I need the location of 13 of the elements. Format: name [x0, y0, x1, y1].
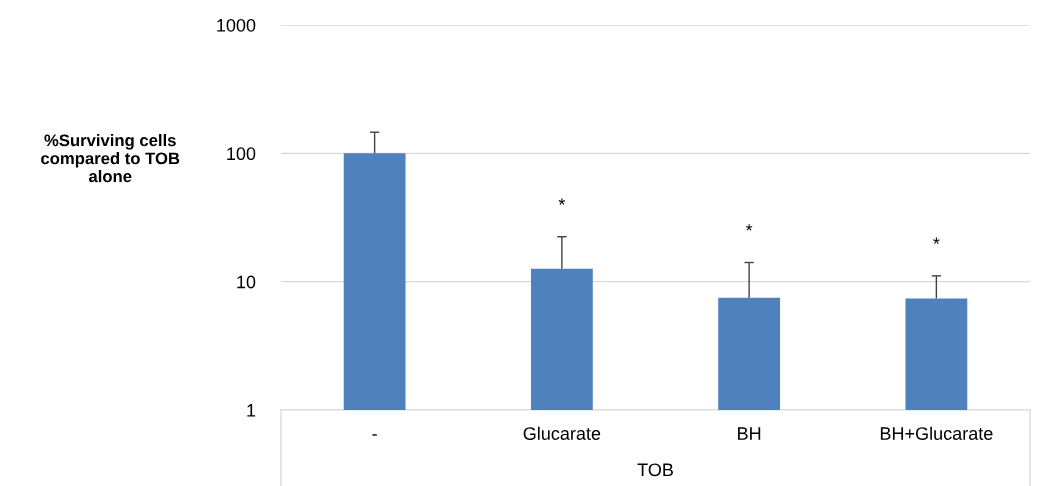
x-tick-label: Glucarate: [523, 426, 601, 440]
annotation: *: [745, 224, 753, 231]
y-tick-label: 1000: [217, 18, 256, 32]
x-axis-title: TOB: [637, 463, 673, 477]
y-axis-title: %Surviving cells compared to TOB alone: [41, 133, 180, 183]
x-tick-label: BH+Glucarate: [880, 426, 993, 440]
y-tick-label: 10: [237, 275, 256, 289]
x-tick-label: BH: [738, 427, 761, 440]
y-tick-label: 100: [227, 147, 256, 161]
annotation: *: [558, 198, 566, 205]
y-tick-label: 1: [247, 404, 256, 417]
annotation: *: [933, 237, 940, 244]
x-tick-label: -: [372, 434, 377, 436]
